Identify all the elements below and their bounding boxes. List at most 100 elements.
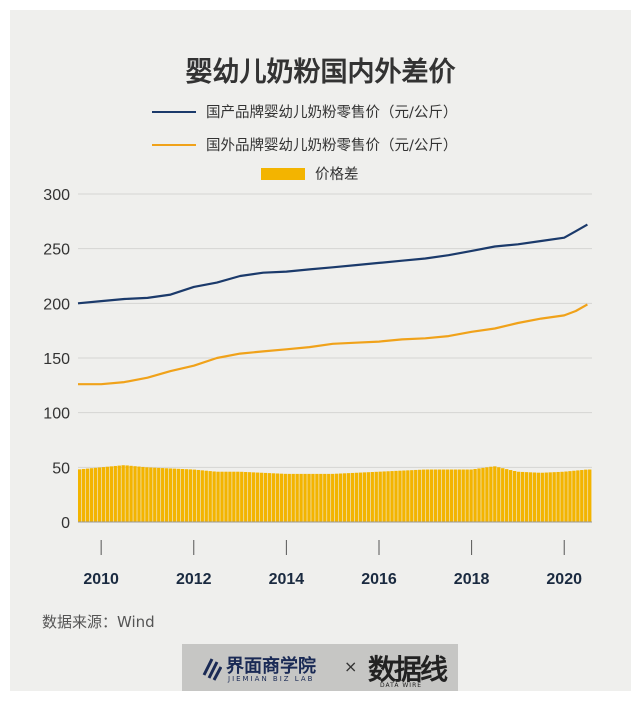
gap-bar: [129, 465, 133, 522]
x-tick-label: 2010: [83, 571, 119, 588]
gap-bar: [564, 471, 568, 522]
y-tick-label: 50: [52, 460, 70, 477]
gap-bar: [117, 465, 121, 522]
gap-bar: [544, 472, 548, 522]
gap-bar: [255, 472, 260, 522]
gap-bar: [137, 466, 141, 522]
gap-bar: [552, 472, 556, 522]
gap-bar: [493, 466, 497, 522]
gap-bar: [204, 470, 208, 522]
gap-bar: [350, 472, 355, 522]
gap-bar: [374, 471, 378, 522]
gap-bar: [113, 465, 117, 522]
gap-bar: [180, 469, 185, 522]
gap-bar: [421, 469, 426, 522]
gap-bar: [560, 471, 564, 522]
gap-bar: [78, 469, 82, 522]
gap-bar: [512, 470, 517, 522]
source-note: 数据来源：Wind: [42, 613, 155, 631]
gap-bar: [85, 468, 90, 522]
gap-bar: [279, 473, 284, 522]
legend-swatch-domestic: [152, 110, 196, 113]
gap-bar: [501, 468, 505, 522]
gap-bar: [153, 467, 157, 522]
gap-bar: [105, 466, 110, 522]
y-tick-label: 0: [61, 515, 70, 532]
gap-bar: [228, 471, 232, 522]
gap-bar: [358, 472, 363, 522]
gap-bar: [216, 471, 220, 522]
gap-bar: [477, 468, 481, 522]
gap-bar: [200, 470, 204, 522]
gap-bar: [244, 471, 248, 522]
gap-bar: [461, 469, 465, 522]
logo-jiemian-en: JIEMIAN BIZ LAB: [228, 675, 315, 683]
gap-bar: [251, 472, 256, 522]
gap-bar: [248, 472, 252, 522]
gap-bar: [141, 466, 145, 522]
gap-bar: [176, 468, 181, 522]
gap-bar: [366, 472, 370, 522]
legend-label-foreign: 国外品牌婴幼儿奶粉零售价（元/公斤）: [206, 138, 458, 154]
gap-bar: [291, 473, 295, 522]
gap-bar: [425, 469, 430, 522]
gap-bar: [331, 473, 335, 522]
legend-item-foreign: 国外品牌婴幼儿奶粉零售价（元/公斤）: [152, 134, 457, 155]
gap-bar: [271, 473, 276, 522]
logo-datawire: 数据线: [368, 653, 448, 686]
gap-bar: [556, 471, 560, 522]
gap-bar: [528, 472, 533, 522]
gap-bar: [299, 473, 303, 522]
gap-bar: [125, 465, 129, 522]
gap-bar: [172, 468, 177, 522]
x-tick-label: 2016: [361, 571, 397, 588]
gap-bar: [287, 473, 291, 522]
gap-bar: [382, 471, 386, 522]
gap-bar: [319, 473, 323, 522]
chart-title: 婴幼儿奶粉国内外差价: [185, 57, 456, 88]
gap-bar: [433, 469, 438, 522]
gap-bar: [524, 472, 529, 522]
gap-bar: [338, 473, 343, 522]
gap-bar: [516, 471, 521, 522]
gap-bar: [457, 469, 461, 522]
legend-swatch-foreign: [152, 143, 196, 146]
gap-bar: [342, 473, 347, 522]
domestic-price-line: [77, 223, 588, 305]
legend-item-gap: 价格差: [261, 163, 359, 184]
gap-bar: [145, 467, 149, 522]
gap-bar: [469, 469, 473, 522]
gap-bar: [161, 468, 165, 522]
gap-bar: [220, 471, 224, 522]
gap-bar: [406, 470, 410, 522]
gap-bar: [323, 473, 327, 522]
gap-bar: [414, 469, 418, 522]
gap-bar: [164, 468, 169, 522]
gap-bar: [133, 466, 137, 522]
gap-bar: [505, 469, 509, 522]
x-tick-label: 2018: [454, 571, 490, 588]
gap-bar: [267, 473, 272, 522]
gap-bar: [465, 469, 469, 522]
footer-logos: 界面商学院 JIEMIAN BIZ LAB × 数据线 DATA WIRE: [182, 644, 458, 691]
logo-datawire-sub: DATA WIRE: [380, 682, 423, 689]
gap-bar: [335, 473, 339, 522]
foreign-price-line: [78, 303, 588, 386]
gap-bar: [327, 473, 331, 522]
gap-bar: [572, 470, 576, 522]
gap-bar: [588, 469, 592, 522]
gap-bar: [473, 468, 477, 522]
gap-bar: [149, 467, 153, 522]
gap-bar: [410, 470, 414, 522]
gap-bar: [394, 470, 398, 522]
gap-bar: [346, 473, 351, 522]
gap-bar: [362, 472, 367, 522]
jiemian-logo-icon: [202, 658, 222, 681]
gap-bar: [303, 473, 307, 522]
x-tick-label: 2012: [176, 571, 212, 588]
gap-bar: [240, 471, 244, 522]
gap-bar: [540, 472, 544, 522]
gap-bar: [354, 472, 359, 522]
gap-bar: [295, 473, 299, 522]
